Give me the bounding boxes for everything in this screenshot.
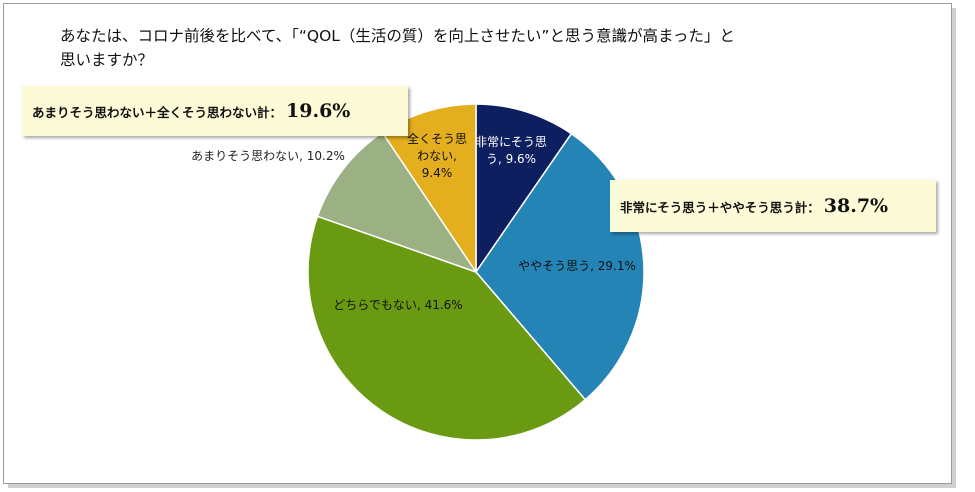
- pie-data-label-4: 全くそう思わない, 9.4%: [407, 131, 467, 180]
- frame-shadow: [952, 8, 956, 486]
- callout-positive-label: 非常にそう思う＋ややそう思う計：: [620, 199, 820, 215]
- pie-slice-0: [475, 103, 573, 275]
- pie-data-label-1: ややそう思う, 29.1%: [518, 259, 636, 273]
- pie-slice-1: [475, 132, 645, 401]
- callout-negative-total: あまりそう思わない＋全くそう思わない計： 19.6%: [22, 86, 408, 136]
- pie-slice-2: [307, 215, 587, 441]
- callout-negative-value: 19.6%: [286, 100, 351, 122]
- callout-positive-total: 非常にそう思う＋ややそう思う計： 38.7%: [610, 180, 936, 232]
- pie-data-label-3: あまりそう思わない, 10.2%: [191, 149, 345, 163]
- pie-data-label-2: どちらでもない, 41.6%: [333, 298, 462, 312]
- frame-shadow-bottom: [8, 484, 956, 488]
- callout-positive-value: 38.7%: [823, 195, 889, 217]
- chart-title: あなたは、コロナ前後を比べて、「“QOL（生活の質）を向上させたい”と思う意識が…: [60, 27, 735, 69]
- callout-negative-label: あまりそう思わない＋全くそう思わない計：: [32, 104, 283, 120]
- pie-data-label-0: 非常にそう思う, 9.6%: [475, 135, 547, 166]
